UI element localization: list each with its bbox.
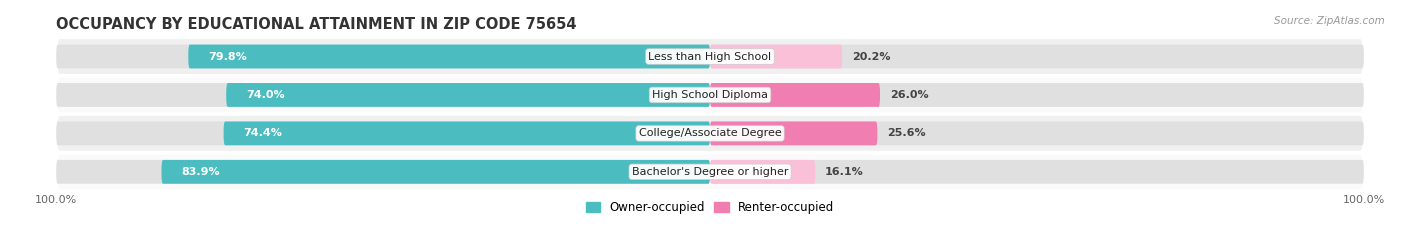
FancyBboxPatch shape xyxy=(162,160,710,184)
FancyBboxPatch shape xyxy=(56,45,710,69)
Text: Less than High School: Less than High School xyxy=(648,51,772,62)
Text: Bachelor's Degree or higher: Bachelor's Degree or higher xyxy=(631,167,789,177)
FancyBboxPatch shape xyxy=(226,83,710,107)
Text: OCCUPANCY BY EDUCATIONAL ATTAINMENT IN ZIP CODE 75654: OCCUPANCY BY EDUCATIONAL ATTAINMENT IN Z… xyxy=(56,17,576,32)
Text: 79.8%: 79.8% xyxy=(208,51,246,62)
FancyBboxPatch shape xyxy=(188,45,710,69)
FancyBboxPatch shape xyxy=(56,121,710,145)
Legend: Owner-occupied, Renter-occupied: Owner-occupied, Renter-occupied xyxy=(581,197,839,219)
Text: 74.0%: 74.0% xyxy=(246,90,284,100)
FancyBboxPatch shape xyxy=(710,45,1364,69)
FancyBboxPatch shape xyxy=(224,121,710,145)
FancyBboxPatch shape xyxy=(710,160,815,184)
FancyBboxPatch shape xyxy=(56,83,710,107)
Text: 26.0%: 26.0% xyxy=(890,90,928,100)
FancyBboxPatch shape xyxy=(56,160,710,184)
FancyBboxPatch shape xyxy=(56,76,1364,113)
FancyBboxPatch shape xyxy=(710,45,842,69)
FancyBboxPatch shape xyxy=(710,83,880,107)
FancyBboxPatch shape xyxy=(56,38,1364,75)
Text: Source: ZipAtlas.com: Source: ZipAtlas.com xyxy=(1274,16,1385,26)
FancyBboxPatch shape xyxy=(710,160,1364,184)
Text: 16.1%: 16.1% xyxy=(825,167,863,177)
FancyBboxPatch shape xyxy=(710,83,1364,107)
FancyBboxPatch shape xyxy=(710,121,1364,145)
Text: High School Diploma: High School Diploma xyxy=(652,90,768,100)
Text: 74.4%: 74.4% xyxy=(243,128,283,138)
FancyBboxPatch shape xyxy=(710,121,877,145)
FancyBboxPatch shape xyxy=(56,153,1364,190)
Text: 20.2%: 20.2% xyxy=(852,51,890,62)
Text: College/Associate Degree: College/Associate Degree xyxy=(638,128,782,138)
Text: 25.6%: 25.6% xyxy=(887,128,925,138)
Text: 83.9%: 83.9% xyxy=(181,167,219,177)
FancyBboxPatch shape xyxy=(56,115,1364,152)
